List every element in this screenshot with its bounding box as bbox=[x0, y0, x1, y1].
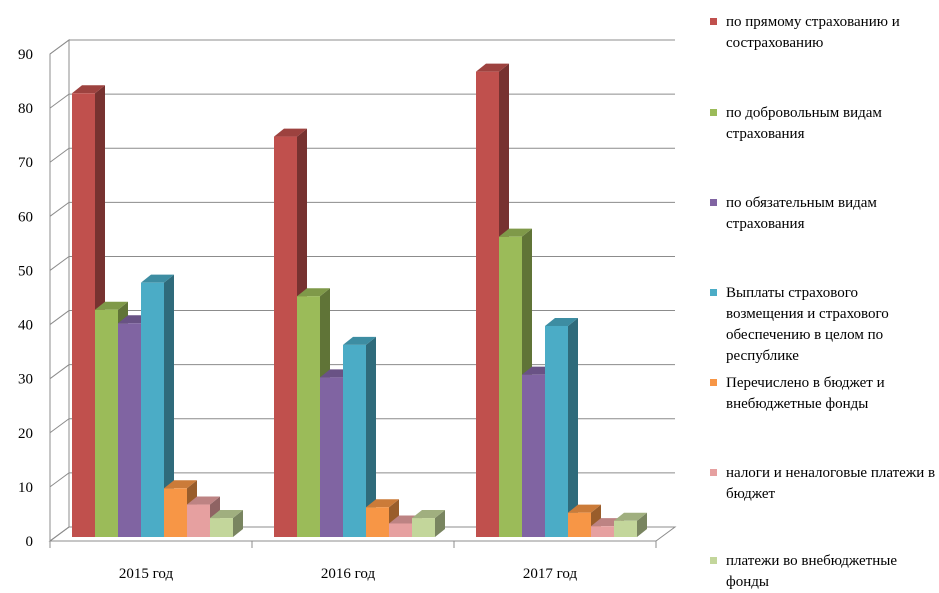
bar-top bbox=[210, 510, 243, 519]
bar-front bbox=[187, 504, 210, 537]
legend-label: по добровольным видам страхования bbox=[726, 105, 882, 142]
bar-front bbox=[412, 518, 435, 537]
y-tick-label: 0 bbox=[26, 534, 34, 550]
legend-swatch bbox=[710, 289, 717, 296]
gridline-0 bbox=[49, 526, 675, 542]
bar-top bbox=[568, 504, 601, 513]
bar-top bbox=[164, 480, 197, 489]
bar bbox=[366, 499, 399, 537]
bar-side bbox=[637, 512, 647, 537]
gridline-70 bbox=[49, 147, 675, 163]
bar-side bbox=[568, 317, 578, 537]
gridline-80 bbox=[49, 93, 675, 109]
bar-front bbox=[614, 520, 637, 537]
x-tick-label: 2017 год bbox=[523, 566, 578, 582]
y-tick-label: 20 bbox=[18, 426, 33, 442]
y-tick-label: 80 bbox=[18, 101, 33, 117]
legend-label: по обязательным видам страхования bbox=[726, 195, 877, 232]
bar-front bbox=[320, 377, 343, 537]
bar-top bbox=[343, 336, 376, 345]
bar bbox=[210, 510, 243, 537]
bar-top bbox=[187, 496, 220, 505]
y-tick-label: 30 bbox=[18, 372, 33, 388]
legend-swatch bbox=[710, 469, 717, 476]
bar bbox=[545, 317, 578, 537]
bar-top bbox=[499, 228, 532, 237]
legend-label: Выплаты страхового возмещения и страхово… bbox=[726, 285, 889, 364]
gridline-90 bbox=[49, 39, 675, 55]
legend-swatch bbox=[710, 18, 717, 25]
bar bbox=[412, 510, 445, 537]
legend: по прямому страхованию и сострахованию по… bbox=[710, 0, 939, 592]
legend-label: налоги и неналоговые платежи в бюджет bbox=[726, 465, 936, 502]
y-tick-label: 50 bbox=[18, 263, 33, 279]
bar bbox=[141, 274, 174, 537]
x-axis-tick-labels: 2015 год 2016 год 2017 год bbox=[49, 541, 657, 582]
bars bbox=[72, 63, 647, 538]
bar-front bbox=[164, 488, 187, 537]
y-tick-label: 90 bbox=[18, 47, 33, 63]
bar-front bbox=[568, 512, 591, 537]
y-tick-label: 70 bbox=[18, 155, 33, 171]
bar-front bbox=[210, 518, 233, 537]
x-tick-label: 2016 год bbox=[321, 566, 376, 582]
bar-front bbox=[389, 523, 412, 537]
legend-label: по прямому страхованию и сострахованию bbox=[726, 14, 900, 51]
bar-front bbox=[95, 309, 118, 537]
bar-top bbox=[366, 499, 399, 508]
bar-front bbox=[545, 325, 568, 537]
bar-chart: 0 10 20 30 40 50 60 70 80 90 2015 год 2016 год 2017… bbox=[18, 39, 677, 582]
bar-front bbox=[366, 507, 389, 537]
bar-front bbox=[591, 526, 614, 537]
bar-front bbox=[274, 136, 297, 538]
bar bbox=[614, 512, 647, 537]
bar-front bbox=[499, 236, 522, 537]
bar-side bbox=[164, 274, 174, 537]
gridline-60 bbox=[49, 201, 675, 217]
bar-front bbox=[118, 323, 141, 537]
bar-top bbox=[72, 85, 105, 94]
bar-top bbox=[476, 63, 509, 72]
gridline-20 bbox=[49, 418, 675, 434]
y-axis-tick-labels: 0 10 20 30 40 50 60 70 80 90 bbox=[18, 47, 33, 550]
bar-side bbox=[366, 336, 376, 537]
y-tick-label: 60 bbox=[18, 209, 33, 225]
bar-side bbox=[435, 510, 445, 537]
bar-top bbox=[412, 510, 445, 519]
gridline-40 bbox=[49, 310, 675, 325]
gridline-30 bbox=[49, 364, 675, 380]
bar-top bbox=[297, 288, 330, 297]
gridline-10 bbox=[49, 472, 675, 488]
legend-swatch bbox=[710, 109, 717, 116]
gridline-50 bbox=[49, 255, 675, 271]
gridlines bbox=[49, 39, 675, 542]
left-wall bbox=[49, 39, 70, 542]
bar-side bbox=[233, 510, 243, 537]
bar-top bbox=[545, 317, 578, 326]
legend-swatch bbox=[710, 379, 717, 386]
bar-top bbox=[274, 128, 307, 137]
bar-front bbox=[522, 374, 545, 537]
legend-label: платежи во внебюджетные фонды bbox=[726, 553, 897, 590]
bar-front bbox=[72, 93, 95, 538]
bar-top bbox=[614, 512, 647, 521]
legend-swatch bbox=[710, 199, 717, 206]
legend-label: Перечислено в бюджет и внебюджетные фонд… bbox=[726, 375, 885, 412]
bar-front bbox=[297, 296, 320, 537]
bar bbox=[343, 336, 376, 537]
bar-front bbox=[476, 71, 499, 538]
y-tick-label: 40 bbox=[18, 318, 33, 334]
bar-top bbox=[141, 274, 174, 283]
bar-front bbox=[343, 344, 366, 537]
x-tick-label: 2015 год bbox=[119, 566, 174, 582]
y-tick-label: 10 bbox=[18, 480, 33, 496]
bar-front bbox=[141, 282, 164, 537]
legend-swatch bbox=[710, 557, 717, 564]
bar-top bbox=[95, 301, 128, 310]
